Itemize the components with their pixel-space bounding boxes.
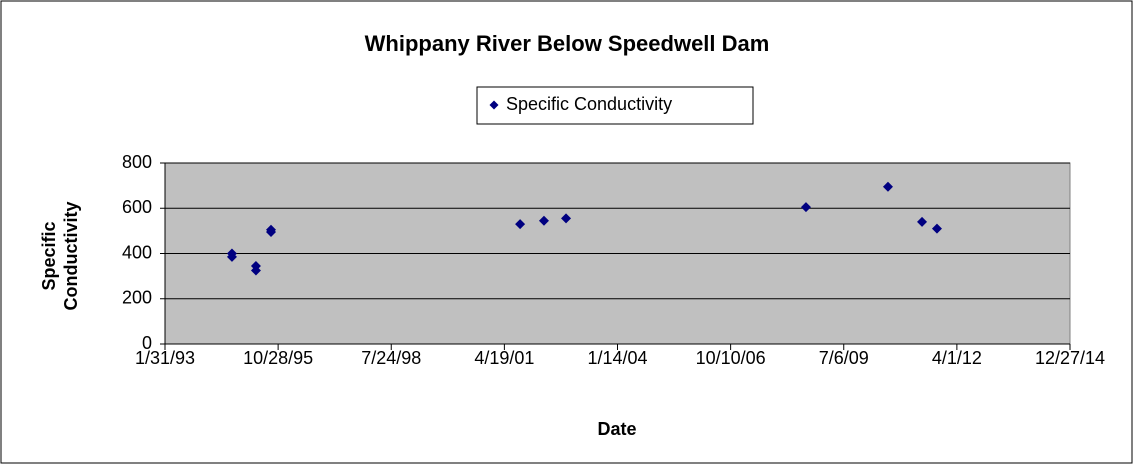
x-axis-label: Date	[597, 419, 636, 439]
x-tick-label: 10/10/06	[696, 348, 766, 368]
x-tick-label: 12/27/14	[1035, 348, 1105, 368]
y-tick-label: 0	[142, 333, 152, 353]
data-point	[931, 223, 942, 234]
data-point	[538, 215, 549, 226]
x-tick-label: 4/1/12	[932, 348, 982, 368]
legend-box	[476, 86, 754, 125]
y-tick-label: 600	[122, 197, 152, 217]
y-axis-label: Specific Conductivity	[39, 201, 81, 311]
data-point	[800, 202, 811, 213]
data-point	[515, 219, 526, 230]
y-tick-label: 400	[122, 242, 152, 262]
x-tick-label: 7/24/98	[361, 348, 421, 368]
x-tick-label: 1/14/04	[587, 348, 647, 368]
data-point	[250, 265, 261, 276]
chart-title: Whippany River Below Speedwell Dam	[365, 31, 770, 56]
y-tick-label: 200	[122, 288, 152, 308]
y-tick-label: 800	[122, 152, 152, 172]
data-point	[265, 227, 276, 238]
x-tick-label: 4/19/01	[474, 348, 534, 368]
x-tick-label: 7/6/09	[819, 348, 869, 368]
legend-label: Specific Conductivity	[506, 94, 672, 114]
x-tick-label: 1/31/93	[135, 348, 195, 368]
data-point	[917, 216, 928, 227]
x-tick-label: 10/28/95	[243, 348, 313, 368]
data-point	[882, 181, 893, 192]
data-point	[226, 251, 237, 262]
data-point	[561, 213, 572, 224]
legend-marker	[489, 100, 499, 110]
